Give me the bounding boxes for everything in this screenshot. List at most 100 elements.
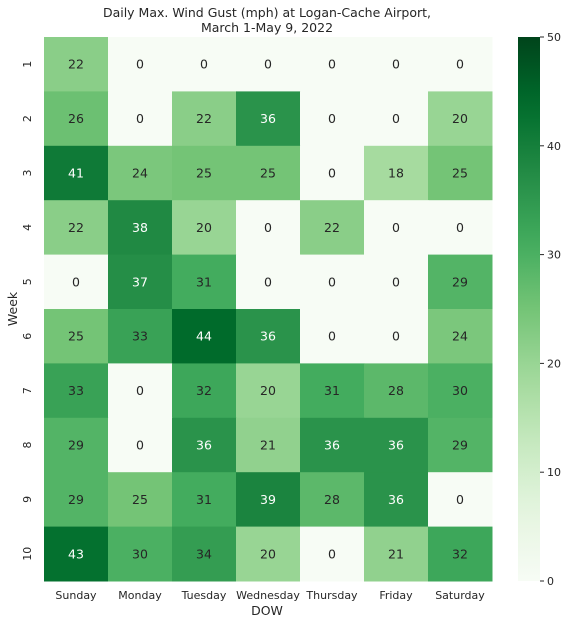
heatmap-cell <box>428 37 493 92</box>
cell-value-label: 0 <box>392 57 400 72</box>
cell-value-label: 29 <box>68 438 84 453</box>
colorbar-tick-label: 0 <box>547 575 554 588</box>
heatmap-cell <box>108 91 173 147</box>
cell-value-label: 29 <box>68 492 84 507</box>
cell-value-label: 24 <box>132 166 148 181</box>
y-tick-label: 1 <box>21 61 34 68</box>
cell-value-label: 32 <box>452 546 468 561</box>
colorbar-ticks: 0 10 20 30 40 50 <box>540 31 561 588</box>
cell-value-label: 20 <box>260 546 276 561</box>
cell-value-label: 34 <box>196 546 212 561</box>
heatmap-cell <box>236 200 301 256</box>
cell-value-label: 0 <box>392 329 400 344</box>
heatmap-cell <box>108 526 173 582</box>
cell-value-label: 0 <box>456 57 464 72</box>
x-axis-label: DOW <box>251 603 283 618</box>
heatmap-cell <box>172 37 237 92</box>
heatmap-cell <box>172 145 237 201</box>
cell-value-label: 0 <box>72 274 80 289</box>
y-tick-labels: 1 2 3 4 5 6 7 8 9 10 <box>21 61 34 561</box>
x-tick-label: Tuesday <box>181 589 227 602</box>
x-tick-label: Wednesday <box>236 589 300 602</box>
heatmap-cell <box>236 526 301 582</box>
heatmap-cell <box>44 200 109 256</box>
y-tick-label: 6 <box>21 333 34 340</box>
colorbar-tick-label: 20 <box>547 357 561 370</box>
heatmap-cell <box>108 145 173 201</box>
heatmap-cell <box>300 200 365 256</box>
heatmap-cell <box>172 472 237 528</box>
cell-value-label: 0 <box>136 383 144 398</box>
cell-value-label: 0 <box>136 438 144 453</box>
x-tick-labels: Sunday Monday Tuesday Wednesday Thursday Frid… <box>55 589 485 602</box>
heatmap-cell <box>428 526 493 582</box>
y-tick-label: 2 <box>21 115 34 122</box>
cell-value-label: 36 <box>388 438 404 453</box>
cell-value-label: 44 <box>196 329 212 344</box>
heatmap-cell <box>300 37 365 92</box>
heatmap-cell <box>108 363 173 419</box>
cell-value-label: 25 <box>68 329 84 344</box>
heatmap-cell <box>300 91 365 147</box>
colorbar-tick-label: 40 <box>547 140 561 153</box>
cell-value-label: 21 <box>388 546 404 561</box>
heatmap-cell <box>44 526 109 582</box>
heatmap-cell <box>364 91 429 147</box>
heatmap-cell <box>108 37 173 92</box>
heatmap-cell <box>364 363 429 419</box>
x-tick-label: Saturday <box>435 589 485 602</box>
cell-value-label: 33 <box>132 329 148 344</box>
heatmap-cell <box>428 200 493 256</box>
cell-value-label: 0 <box>328 57 336 72</box>
heatmap-cell <box>108 254 173 310</box>
cell-value-label: 0 <box>456 492 464 507</box>
colorbar-tick-label: 30 <box>547 249 561 262</box>
cell-value-label: 0 <box>136 57 144 72</box>
cell-value-label: 0 <box>328 274 336 289</box>
cell-value-label: 25 <box>452 166 468 181</box>
heatmap-cell <box>236 472 301 528</box>
heatmap-cell <box>172 363 237 419</box>
heatmap-cell <box>300 472 365 528</box>
y-axis-label: Week <box>5 291 20 326</box>
y-tick-label: 5 <box>21 278 34 285</box>
cell-value-label: 26 <box>68 111 84 126</box>
cell-value-label: 29 <box>452 438 468 453</box>
heatmap-cell <box>364 37 429 92</box>
y-tick-label: 8 <box>21 442 34 449</box>
y-tick-label: 9 <box>21 496 34 503</box>
heatmap-cell <box>364 417 429 473</box>
cell-value-label: 43 <box>68 546 84 561</box>
heatmap-cell <box>300 145 365 201</box>
heatmap-cells: 22 0 0 0 0 0 0 26 0 22 36 0 0 20 41 24 25 25 0 18 25 22 38 20 0 2… <box>44 37 493 582</box>
cell-value-label: 32 <box>196 383 212 398</box>
colorbar-tick-label: 50 <box>547 31 561 44</box>
cell-value-label: 22 <box>324 220 340 235</box>
y-tick-label: 3 <box>21 170 34 177</box>
cell-value-label: 25 <box>132 492 148 507</box>
cell-value-label: 37 <box>132 274 148 289</box>
cell-value-label: 22 <box>196 111 212 126</box>
cell-value-label: 36 <box>324 438 340 453</box>
cell-value-label: 39 <box>260 492 276 507</box>
heatmap-cell <box>172 254 237 310</box>
heatmap-cell <box>172 91 237 147</box>
cell-value-label: 25 <box>196 166 212 181</box>
colorbar-tick-label: 10 <box>547 466 561 479</box>
cell-value-label: 0 <box>392 274 400 289</box>
heatmap-cell <box>44 37 109 92</box>
cell-value-label: 30 <box>132 546 148 561</box>
heatmap-cell <box>44 417 109 473</box>
heatmap-cell <box>364 200 429 256</box>
heatmap-cell <box>428 363 493 419</box>
heatmap-cell <box>44 472 109 528</box>
heatmap-cell <box>428 254 493 310</box>
heatmap-cell <box>44 145 109 201</box>
heatmap-cell <box>236 363 301 419</box>
heatmap-cell <box>108 200 173 256</box>
cell-value-label: 18 <box>388 166 404 181</box>
heatmap-cell <box>236 91 301 147</box>
x-tick-label: Monday <box>118 589 162 602</box>
heatmap-cell <box>108 309 173 364</box>
chart-title: Daily Max. Wind Gust (mph) at Logan-Cach… <box>103 5 431 35</box>
